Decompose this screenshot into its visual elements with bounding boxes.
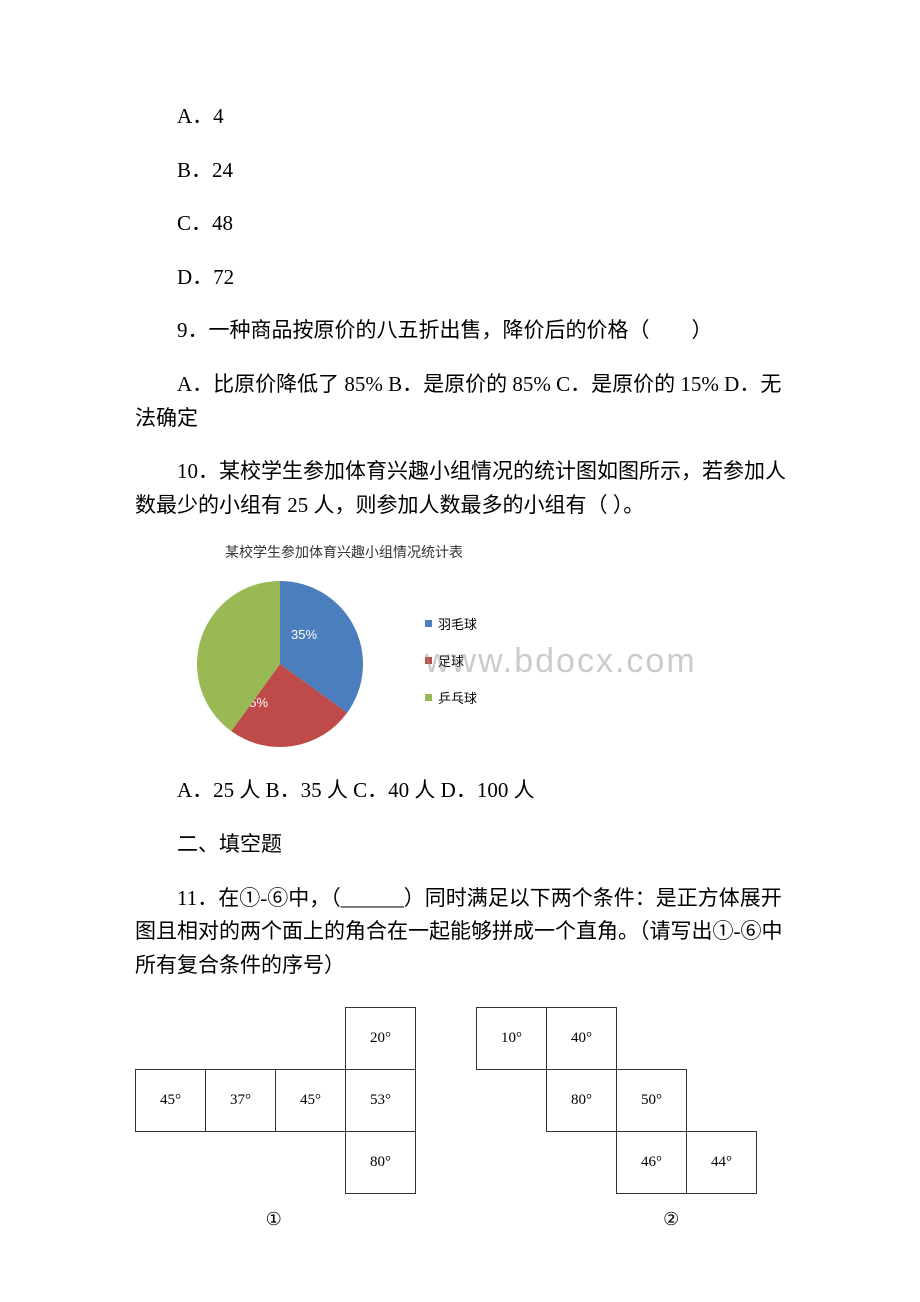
q8-option-d: D．72 <box>135 261 800 295</box>
net-1: 20° 45° 37° 45° 53° 80° <box>135 1007 416 1194</box>
q9-stem: 9．一种商品按原价的八五折出售，降价后的价格（ ） <box>135 314 800 348</box>
watermark: www.bdocx.com <box>425 642 697 681</box>
net1-cell: 45° <box>136 1070 206 1132</box>
net2-cell: 40° <box>547 1008 617 1070</box>
pie-chart: 35%25% <box>175 574 385 754</box>
chart-title: 某校学生参加体育兴趣小组情况统计表 <box>225 542 800 562</box>
section-2-heading: 二、填空题 <box>135 828 800 862</box>
net-2: 10° 40° 80° 50° 46° 44° <box>476 1007 757 1194</box>
net2-cell: 10° <box>477 1008 547 1070</box>
net-labels-row: ① ② <box>135 1209 800 1230</box>
q8-option-b: B．24 <box>135 154 800 188</box>
q8-option-c: C．48 <box>135 207 800 241</box>
q11-stem: 11．在①-⑥中，（______）同时满足以下两个条件：是正方体展开图且相对的两… <box>135 882 800 983</box>
net2-cell: 46° <box>617 1132 687 1194</box>
legend-item: 乒乓球 <box>425 688 477 707</box>
q10-stem: 10．某校学生参加体育兴趣小组情况的统计图如图所示，若参加人数最少的小组有 25… <box>135 455 800 522</box>
net1-cell: 37° <box>206 1070 276 1132</box>
q8-option-a: A．4 <box>135 100 800 134</box>
net-1-wrapper: 20° 45° 37° 45° 53° 80° <box>135 1007 416 1194</box>
net2-cell: 50° <box>617 1070 687 1132</box>
net1-cell: 20° <box>346 1008 416 1070</box>
legend-label: 乒乓球 <box>438 688 477 707</box>
net1-cell: 80° <box>346 1132 416 1194</box>
q9-options: A．比原价降低了 85% B．是原价的 85% C．是原价的 15% D．无法确… <box>135 368 800 435</box>
net1-cell: 45° <box>276 1070 346 1132</box>
cube-nets-container: 20° 45° 37° 45° 53° 80° 10° 40° 80° <box>135 1007 800 1194</box>
net2-cell: 80° <box>547 1070 617 1132</box>
pie-svg: 35%25% <box>180 579 380 749</box>
legend-label: 羽毛球 <box>438 614 477 633</box>
pie-slice-label: 35% <box>291 627 317 642</box>
legend-marker <box>425 620 432 627</box>
q10-options: A．25 人 B．35 人 C．40 人 D．100 人 <box>135 774 800 808</box>
legend-item: 羽毛球 <box>425 614 477 633</box>
pie-chart-container: 某校学生参加体育兴趣小组情况统计表 35%25% 羽毛球足球乒乓球 www.bd… <box>175 542 800 754</box>
net-2-wrapper: 10° 40° 80° 50° 46° 44° <box>476 1007 757 1194</box>
net1-cell: 53° <box>346 1070 416 1132</box>
net-1-label: ① <box>145 1209 403 1230</box>
net2-cell: 44° <box>687 1132 757 1194</box>
net-2-label: ② <box>543 1209 801 1230</box>
legend-marker <box>425 694 432 701</box>
